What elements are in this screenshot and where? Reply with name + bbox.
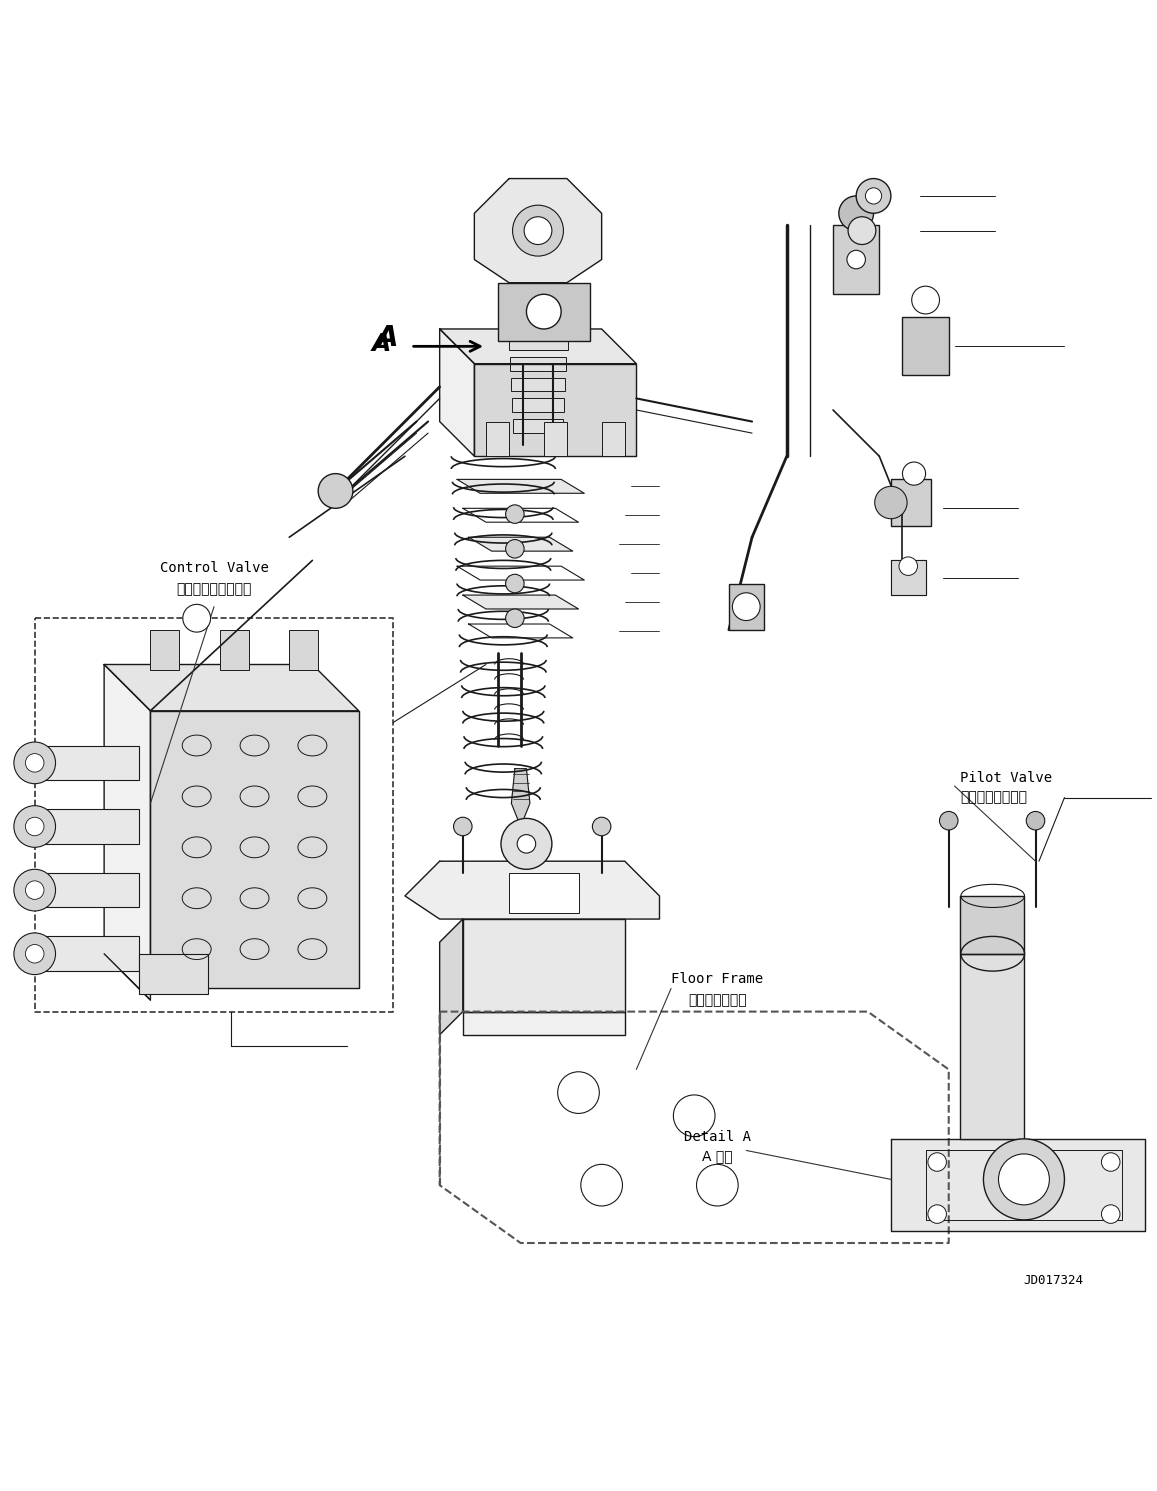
Circle shape xyxy=(998,1154,1049,1205)
Circle shape xyxy=(14,869,56,911)
Polygon shape xyxy=(440,330,474,456)
Text: コントロールバルブ: コントロールバルブ xyxy=(176,583,252,596)
Bar xyxy=(544,422,567,456)
Circle shape xyxy=(526,294,561,330)
Polygon shape xyxy=(150,711,359,989)
Polygon shape xyxy=(463,918,625,1011)
Circle shape xyxy=(183,604,211,632)
Circle shape xyxy=(847,250,865,268)
Bar xyxy=(509,872,578,914)
Circle shape xyxy=(25,881,44,899)
Circle shape xyxy=(506,574,524,593)
Circle shape xyxy=(899,558,918,576)
Circle shape xyxy=(902,462,926,485)
Circle shape xyxy=(839,195,874,231)
Circle shape xyxy=(592,817,611,836)
Bar xyxy=(513,398,565,413)
Circle shape xyxy=(524,216,552,245)
Polygon shape xyxy=(960,896,1024,954)
Circle shape xyxy=(25,753,44,772)
Circle shape xyxy=(1101,1205,1120,1223)
Circle shape xyxy=(501,819,552,869)
Circle shape xyxy=(25,944,44,963)
Text: Floor Frame: Floor Frame xyxy=(671,972,764,986)
Text: Detail A: Detail A xyxy=(684,1130,751,1144)
Circle shape xyxy=(1101,1153,1120,1172)
Polygon shape xyxy=(469,537,573,552)
Bar xyxy=(891,480,931,526)
Bar xyxy=(833,225,879,294)
Polygon shape xyxy=(891,1139,1145,1232)
Circle shape xyxy=(928,1205,946,1223)
Circle shape xyxy=(1026,811,1045,830)
Circle shape xyxy=(506,540,524,558)
Bar xyxy=(498,283,590,340)
Bar xyxy=(514,419,562,432)
Circle shape xyxy=(928,1153,946,1172)
Bar xyxy=(220,629,249,671)
Text: JD017324: JD017324 xyxy=(1023,1273,1083,1287)
Circle shape xyxy=(14,933,56,975)
Polygon shape xyxy=(457,480,584,494)
Bar xyxy=(602,422,625,456)
Circle shape xyxy=(506,505,524,523)
Bar xyxy=(139,954,208,994)
Circle shape xyxy=(517,835,536,853)
Circle shape xyxy=(856,179,891,213)
Text: Pilot Valve: Pilot Valve xyxy=(960,771,1053,784)
Text: パイロットバルブ: パイロットバルブ xyxy=(960,790,1027,805)
Bar xyxy=(902,318,949,376)
Bar xyxy=(511,377,565,392)
Circle shape xyxy=(875,486,907,519)
Polygon shape xyxy=(440,330,636,364)
Bar xyxy=(35,746,139,780)
Bar xyxy=(960,954,1024,1139)
Polygon shape xyxy=(474,179,602,283)
Circle shape xyxy=(506,608,524,628)
Bar xyxy=(729,583,764,629)
Bar xyxy=(509,356,567,371)
Bar xyxy=(509,335,568,350)
Circle shape xyxy=(673,1094,715,1136)
Polygon shape xyxy=(104,665,150,1000)
Bar xyxy=(35,936,139,971)
Polygon shape xyxy=(474,364,636,456)
Text: フロアフレーム: フロアフレーム xyxy=(688,993,746,1006)
Bar xyxy=(507,315,569,330)
Text: A: A xyxy=(373,332,391,356)
Bar xyxy=(35,872,139,908)
Polygon shape xyxy=(463,1011,625,1035)
Polygon shape xyxy=(104,665,359,711)
Circle shape xyxy=(14,805,56,847)
Circle shape xyxy=(939,811,958,830)
Bar xyxy=(507,294,569,309)
Circle shape xyxy=(732,593,760,620)
Polygon shape xyxy=(440,918,463,1035)
Bar xyxy=(150,629,179,671)
Circle shape xyxy=(697,1164,738,1206)
Polygon shape xyxy=(405,862,659,918)
Circle shape xyxy=(25,817,44,836)
Text: A 詳細: A 詳細 xyxy=(702,1150,732,1163)
Text: A: A xyxy=(377,324,398,352)
Circle shape xyxy=(848,216,876,245)
Bar xyxy=(486,422,509,456)
Circle shape xyxy=(318,474,353,508)
Circle shape xyxy=(865,188,882,204)
Circle shape xyxy=(14,743,56,784)
Circle shape xyxy=(581,1164,622,1206)
Polygon shape xyxy=(511,769,530,826)
Bar xyxy=(35,810,139,844)
Polygon shape xyxy=(463,595,578,608)
Polygon shape xyxy=(891,561,926,595)
Circle shape xyxy=(558,1072,599,1114)
Circle shape xyxy=(454,817,472,836)
Circle shape xyxy=(983,1139,1064,1220)
Circle shape xyxy=(912,286,939,315)
Text: Control Valve: Control Valve xyxy=(160,562,268,576)
Circle shape xyxy=(513,206,563,256)
Bar xyxy=(289,629,318,671)
